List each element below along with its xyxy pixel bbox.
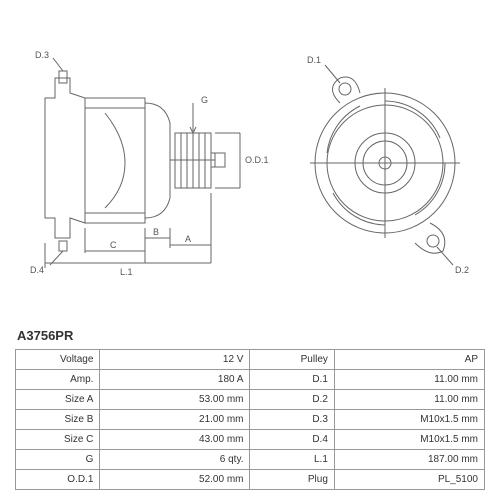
spec-label: L.1 — [250, 450, 334, 470]
spec-value: 52.00 mm — [100, 470, 250, 490]
table-row: O.D.152.00 mmPlugPL_5100 — [16, 470, 485, 490]
spec-label: D.3 — [250, 410, 334, 430]
spec-value: 187.00 mm — [334, 450, 484, 470]
table-row: Size C43.00 mmD.4M10x1.5 mm — [16, 430, 485, 450]
spec-value: M10x1.5 mm — [334, 430, 484, 450]
spec-value: PL_5100 — [334, 470, 484, 490]
technical-drawings: D.3 G O.D.1 D.4 — [15, 10, 485, 316]
label-d2: D.2 — [455, 265, 469, 275]
table-row: Size B21.00 mmD.3M10x1.5 mm — [16, 410, 485, 430]
spec-label: Pulley — [250, 350, 334, 370]
spec-label: D.4 — [250, 430, 334, 450]
spec-value: 180 A — [100, 370, 250, 390]
label-a: A — [185, 234, 191, 244]
label-d4: D.4 — [30, 265, 44, 275]
specifications-table: Voltage12 VPulleyAPAmp.180 AD.111.00 mmS… — [15, 349, 485, 490]
spec-label: Voltage — [16, 350, 100, 370]
spec-value: 6 qty. — [100, 450, 250, 470]
spec-value: M10x1.5 mm — [334, 410, 484, 430]
spec-label: G — [16, 450, 100, 470]
spec-label: Size A — [16, 390, 100, 410]
spec-value: 12 V — [100, 350, 250, 370]
spec-value: 53.00 mm — [100, 390, 250, 410]
spec-value: 11.00 mm — [334, 390, 484, 410]
label-b: B — [153, 227, 159, 237]
table-row: Size A53.00 mmD.211.00 mm — [16, 390, 485, 410]
table-row: Amp.180 AD.111.00 mm — [16, 370, 485, 390]
label-od1: O.D.1 — [245, 155, 269, 165]
spec-value: 11.00 mm — [334, 370, 484, 390]
spec-label: D.2 — [250, 390, 334, 410]
spec-sheet: D.3 G O.D.1 D.4 — [0, 0, 500, 500]
label-d1: D.1 — [307, 55, 321, 65]
spec-label: Plug — [250, 470, 334, 490]
spec-label: Size B — [16, 410, 100, 430]
spec-label: D.1 — [250, 370, 334, 390]
label-l1: L.1 — [120, 267, 133, 277]
spec-value: AP — [334, 350, 484, 370]
spec-value: 21.00 mm — [100, 410, 250, 430]
spec-label: O.D.1 — [16, 470, 100, 490]
label-d3: D.3 — [35, 50, 49, 60]
table-row: Voltage12 VPulleyAP — [16, 350, 485, 370]
table-row: G6 qty.L.1187.00 mm — [16, 450, 485, 470]
spec-label: Amp. — [16, 370, 100, 390]
spec-label: Size C — [16, 430, 100, 450]
part-number: A3756PR — [17, 328, 485, 343]
spec-value: 43.00 mm — [100, 430, 250, 450]
side-view-drawing: D.3 G O.D.1 D.4 — [15, 10, 275, 316]
label-g: G — [201, 95, 208, 105]
label-c: C — [110, 240, 117, 250]
front-view-drawing: D.1 D.2 — [285, 10, 485, 316]
